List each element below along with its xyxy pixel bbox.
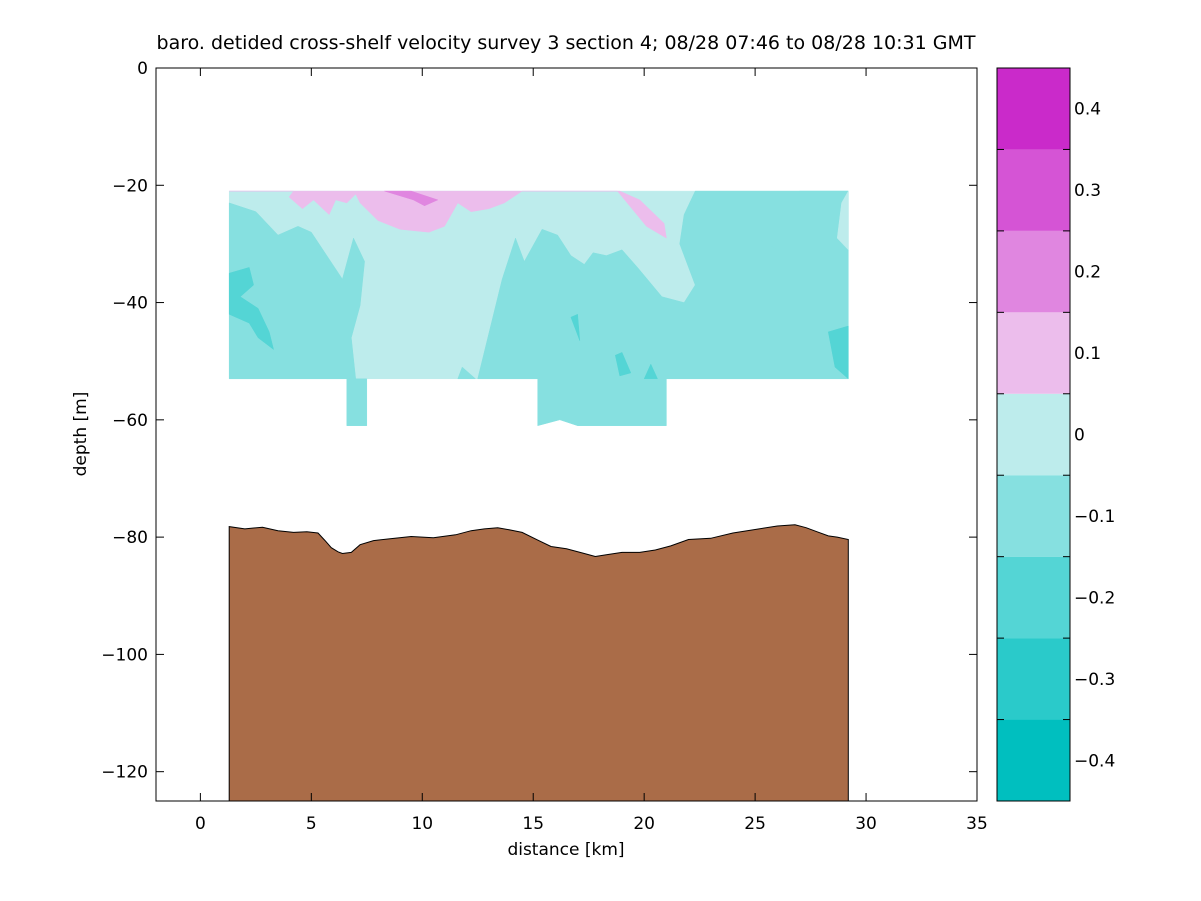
velocity-region [570,313,581,341]
colorbar-band [997,719,1070,801]
velocity-region [828,325,849,380]
colorbar-band [997,556,1070,639]
x-tick-label: 25 [744,814,766,834]
velocity-region [229,190,667,239]
x-tick-label: 5 [306,814,317,834]
colorbar-tick-label: 0.2 [1074,263,1101,283]
colorbar-tick-label: −0.4 [1074,751,1115,771]
chart-title: baro. detided cross-shelf velocity surve… [157,32,976,54]
colorbar-tick-label: −0.3 [1074,670,1115,690]
velocity-regions [228,190,849,427]
x-tick-label: 35 [966,814,988,834]
velocity-region [537,378,667,427]
colorbar-tick-label: −0.2 [1074,588,1115,608]
colorbar-band [997,312,1070,394]
y-tick-label: −120 [101,763,148,783]
colorbar-band [997,68,1070,150]
velocity-region [346,378,368,426]
x-tick-label: 30 [855,814,877,834]
x-tick-label: 0 [195,814,206,834]
colorbar-band [997,393,1070,476]
colorbar-band [997,149,1070,231]
colorbar-tick-label: −0.1 [1074,507,1115,527]
y-tick-label: −80 [112,528,148,548]
colorbar-tick-label: 0 [1074,426,1085,446]
velocity-region [615,352,632,377]
x-axis: 0 5 10 15 20 25 30 35 [195,68,988,834]
y-tick-label: −40 [112,294,148,314]
colorbar-band [997,230,1070,313]
velocity-region [477,190,849,380]
velocity-region [643,363,658,380]
x-tick-label: 10 [411,814,433,834]
y-tick-label: 0 [137,59,148,79]
colorbar-band [997,638,1070,720]
y-tick-label: −60 [112,411,148,431]
colorbar-frame [996,67,1071,802]
seafloor-area [228,524,849,801]
y-axis-label: depth [m] [71,392,91,477]
plot-axes-box [155,67,978,802]
colorbar: 0.4 0.3 0.2 0.1 0 −0.1 −0.2 −0.3 −0.4 [996,67,1115,802]
plot-area: 0 5 10 15 20 25 30 35 0 −20 −40 −60 −80 −100 −120 [101,59,988,834]
y-tick-label: −100 [101,645,148,665]
colorbar-tick-label: 0.3 [1074,181,1101,201]
x-tick-label: 15 [522,814,544,834]
velocity-region [228,267,275,351]
colorbar-tick-label: 0.4 [1074,100,1101,120]
y-tick-label: −20 [112,176,148,196]
x-axis-label: distance [km] [507,840,624,860]
velocity-region [836,190,849,251]
velocity-region [384,190,439,207]
velocity-region [457,366,477,380]
y-axis: 0 −20 −40 −60 −80 −100 −120 [101,59,977,783]
colorbar-tick-label: 0.1 [1074,344,1101,364]
x-tick-label: 20 [633,814,655,834]
seafloor-layer [228,524,849,801]
colorbar-band [997,475,1070,557]
